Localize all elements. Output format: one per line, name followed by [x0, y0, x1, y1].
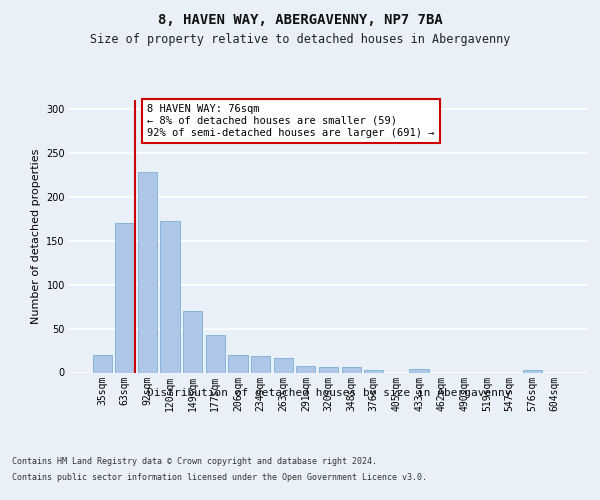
Bar	[138, 172, 157, 372]
Bar	[319, 367, 338, 372]
Text: 8 HAVEN WAY: 76sqm
← 8% of detached houses are smaller (59)
92% of semi-detached: 8 HAVEN WAY: 76sqm ← 8% of detached hous…	[148, 104, 435, 138]
Bar	[229, 355, 248, 372]
Bar	[251, 356, 270, 372]
Bar	[92, 355, 112, 372]
Bar	[274, 358, 293, 372]
Text: Contains public sector information licensed under the Open Government Licence v3: Contains public sector information licen…	[12, 472, 427, 482]
Bar	[206, 334, 225, 372]
Bar	[341, 367, 361, 372]
Y-axis label: Number of detached properties: Number of detached properties	[31, 148, 41, 324]
Text: 8, HAVEN WAY, ABERGAVENNY, NP7 7BA: 8, HAVEN WAY, ABERGAVENNY, NP7 7BA	[158, 12, 442, 26]
Bar	[160, 222, 180, 372]
Bar	[296, 366, 316, 372]
Text: Contains HM Land Registry data © Crown copyright and database right 2024.: Contains HM Land Registry data © Crown c…	[12, 458, 377, 466]
Text: Size of property relative to detached houses in Abergavenny: Size of property relative to detached ho…	[90, 32, 510, 46]
Bar	[183, 311, 202, 372]
Bar	[409, 369, 428, 372]
Bar	[523, 370, 542, 372]
Bar	[364, 370, 383, 372]
Bar	[115, 223, 134, 372]
Text: Distribution of detached houses by size in Abergavenny: Distribution of detached houses by size …	[146, 388, 511, 398]
